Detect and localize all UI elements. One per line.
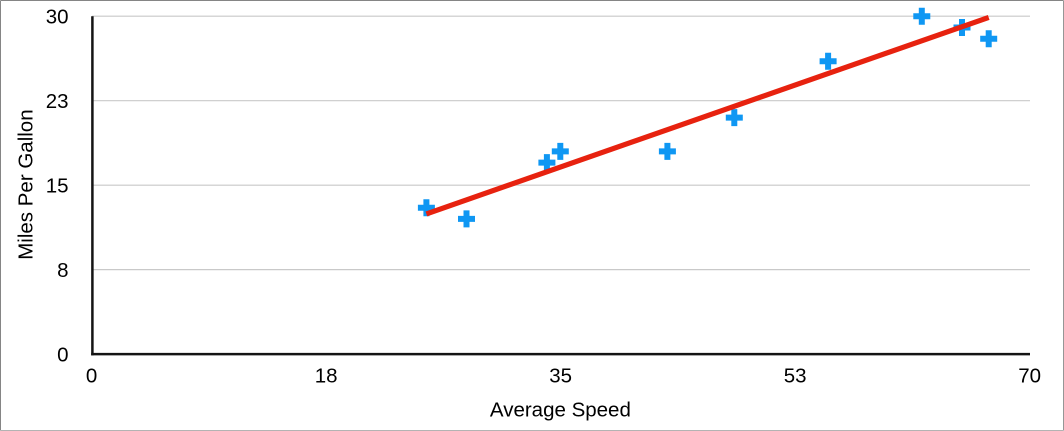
svg-text:53: 53 [784,364,807,387]
svg-text:Miles Per Gallon: Miles Per Gallon [15,109,38,259]
svg-text:Average Speed: Average Speed [490,398,631,421]
svg-text:30: 30 [46,5,69,28]
svg-text:8: 8 [57,259,68,282]
svg-text:70: 70 [1018,364,1041,387]
svg-text:0: 0 [57,343,68,366]
svg-text:0: 0 [86,364,97,387]
svg-text:18: 18 [315,364,338,387]
svg-text:35: 35 [549,364,572,387]
svg-text:15: 15 [46,174,69,197]
svg-text:23: 23 [46,90,69,113]
